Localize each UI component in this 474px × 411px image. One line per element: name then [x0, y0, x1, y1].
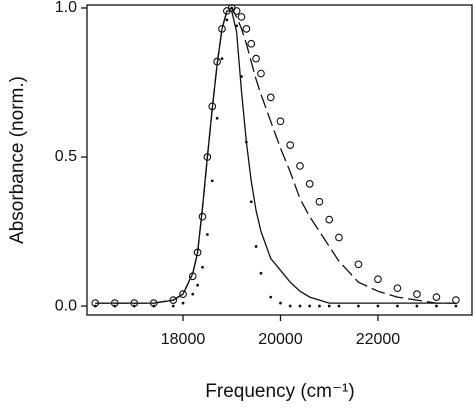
open-circle — [354, 260, 363, 269]
dot — [93, 304, 97, 308]
dot — [191, 292, 195, 296]
dot — [113, 304, 117, 308]
open-circle — [286, 141, 295, 149]
x-axis-label: Frequency (cm⁻¹) — [205, 381, 354, 402]
dot — [215, 116, 219, 120]
open-circle — [315, 197, 324, 206]
dot — [269, 295, 273, 299]
dot — [181, 301, 185, 305]
dot — [201, 265, 204, 269]
dot — [288, 304, 292, 308]
open-circle — [305, 179, 314, 188]
dot — [259, 271, 263, 275]
dot — [210, 179, 214, 183]
open-circle — [252, 54, 260, 63]
dot — [152, 304, 156, 308]
x-tick-label: 20000 — [258, 331, 303, 348]
dot — [415, 304, 419, 308]
y-axis-label: Absorbance (norm.) — [7, 76, 28, 244]
open-circle — [432, 293, 441, 301]
dot — [318, 304, 321, 308]
open-circle — [276, 117, 285, 126]
dot — [279, 301, 282, 305]
open-circle — [325, 215, 334, 224]
dot — [308, 304, 312, 308]
dot — [230, 6, 234, 10]
dot — [244, 140, 248, 144]
dot — [376, 304, 380, 308]
open-circle — [296, 162, 304, 170]
dot — [132, 304, 136, 308]
dot — [254, 245, 258, 248]
open-circle — [247, 39, 256, 48]
dashed-line — [95, 7, 456, 304]
open-circle — [413, 290, 421, 298]
open-circle — [266, 93, 275, 102]
dot — [298, 304, 302, 308]
open-circle — [198, 212, 207, 221]
y-tick-label: 1.0 — [55, 0, 77, 16]
open-circle — [242, 24, 251, 33]
dot — [240, 75, 243, 78]
dot — [205, 233, 209, 236]
dot — [357, 304, 360, 308]
open-circle — [237, 13, 246, 21]
dot — [235, 24, 239, 28]
solid-line — [95, 10, 456, 304]
dot — [220, 57, 224, 61]
open-circle — [257, 69, 265, 78]
x-tick-label: 22000 — [356, 331, 401, 348]
open-circle — [335, 233, 343, 242]
dot — [396, 304, 399, 308]
dot — [337, 304, 341, 308]
open-circle — [179, 290, 187, 298]
dot — [171, 304, 175, 308]
open-circle — [393, 284, 402, 293]
dot — [249, 200, 253, 204]
plot-frame — [86, 4, 473, 316]
dot — [196, 283, 200, 287]
dot — [435, 304, 438, 308]
dot — [225, 18, 229, 22]
open-circle — [452, 296, 460, 304]
y-tick-label: 0.5 — [55, 148, 77, 165]
dot — [454, 304, 458, 308]
y-tick-label: 0.0 — [55, 297, 77, 314]
open-circle — [374, 275, 382, 284]
dot — [327, 304, 331, 308]
x-tick-label: 18000 — [161, 331, 206, 348]
